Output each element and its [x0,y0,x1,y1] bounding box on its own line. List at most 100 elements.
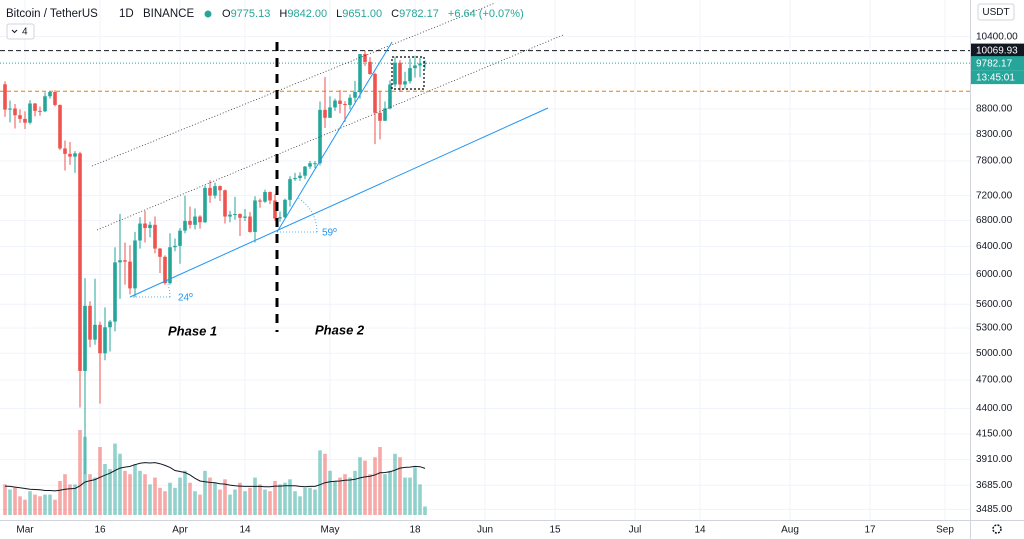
candle-body [33,103,37,111]
volume-bar [388,470,392,515]
trend-line [129,107,549,298]
volume-ma [4,462,426,492]
candle-body [203,187,207,223]
volume-bar [158,487,162,515]
candle-body [103,327,107,354]
candle-body [323,109,327,118]
candle-body [83,305,87,371]
ohlc-key: C [391,8,399,20]
volume-bar [398,457,402,515]
settings-icon[interactable] [992,524,1002,534]
candle-body [43,96,47,112]
indicator-toggle[interactable] [6,23,35,40]
volume-bar [228,494,232,515]
volume-bar [88,474,92,515]
y-tick-label: 6000.00 [976,269,1013,280]
ohlc: O9775.13 H9842.00 L9651.00 C9782.17 +6.6… [222,8,524,20]
volume-bar [248,487,252,515]
currency: USDT [982,7,1009,18]
volume-bar [328,470,332,515]
trend-line [276,41,393,233]
candle-body [218,186,222,191]
candle-body [248,216,252,232]
candle-body [253,200,257,232]
candle-body [133,240,137,289]
candle-body [73,153,77,157]
ohlc-value: 9842.00 [287,8,327,20]
volume-bar [98,447,102,515]
y-tick-label: 10400.00 [976,31,1018,42]
x-tick-label: May [321,525,340,536]
volume-bar [323,453,327,515]
candle-body [423,63,427,65]
volume-bar [258,484,262,515]
candle-body [193,216,197,225]
volume-bar [308,487,312,515]
volume-bar [38,496,42,515]
volume-bar [353,470,357,515]
candle-body [258,200,262,202]
candle-body [413,65,417,69]
volume-bar [423,506,427,515]
x-tick-label: 14 [239,525,251,536]
channel-line [91,2,496,167]
candle-body [328,107,332,118]
volume-bar [23,499,27,515]
volume-bar [373,457,377,515]
legend: Bitcoin / TetherUS 1D BINANCE O9775.13 H… [6,8,524,40]
volume-bar [53,499,57,515]
candle-body [168,247,172,284]
countdown-box [971,70,1024,85]
volume-bar [378,447,382,515]
volume-bar [123,470,127,515]
currency-box[interactable] [977,3,1015,21]
candle-body [183,220,187,231]
volume-bar [183,470,187,515]
volume-bar [28,491,32,515]
range-box [391,56,425,90]
chevron [11,29,18,34]
countdown: 13:45:01 [976,72,1015,83]
candle-body [388,84,392,109]
candle-body [178,230,182,246]
candle-body [363,54,367,62]
x-tick-label: 17 [864,525,876,536]
drawings: 24º 59º Phase 1 Phase 2 [91,2,564,338]
volume-bar [393,453,397,515]
candle-body [53,92,57,105]
candle-body [313,163,317,165]
candle-body [223,190,227,217]
volume-bar [68,484,72,515]
volume-bar [413,467,417,515]
y-tick-label: 6400.00 [976,241,1013,252]
x-tick-label: Jul [629,525,642,536]
volume-bar [268,491,272,515]
volume-bar [138,470,142,515]
candle-body [123,260,127,262]
volume-bar [128,474,132,515]
candle-body [373,73,377,113]
candle-body [418,63,422,66]
volume-bar [238,482,242,515]
volume-bar [8,489,12,515]
volume-bar [203,470,207,515]
volume-bar [178,477,182,515]
candle-body [153,224,157,249]
volume-bar [193,491,197,515]
y-tick-label: 7200.00 [976,190,1013,201]
y-tick-label: 6800.00 [976,215,1013,226]
indicator-count: 4 [22,27,28,38]
volume-bar [13,487,17,515]
candle-body [13,108,17,116]
candle-body [303,166,307,176]
volume-bar [233,489,237,515]
volume-bar [403,477,407,515]
volume-bar [223,479,227,515]
volume-bar [333,481,337,515]
volume-bar [18,496,22,515]
ohlc-value: 9775.13 [231,8,271,20]
candle-body [88,305,92,340]
candle-body [228,214,232,217]
